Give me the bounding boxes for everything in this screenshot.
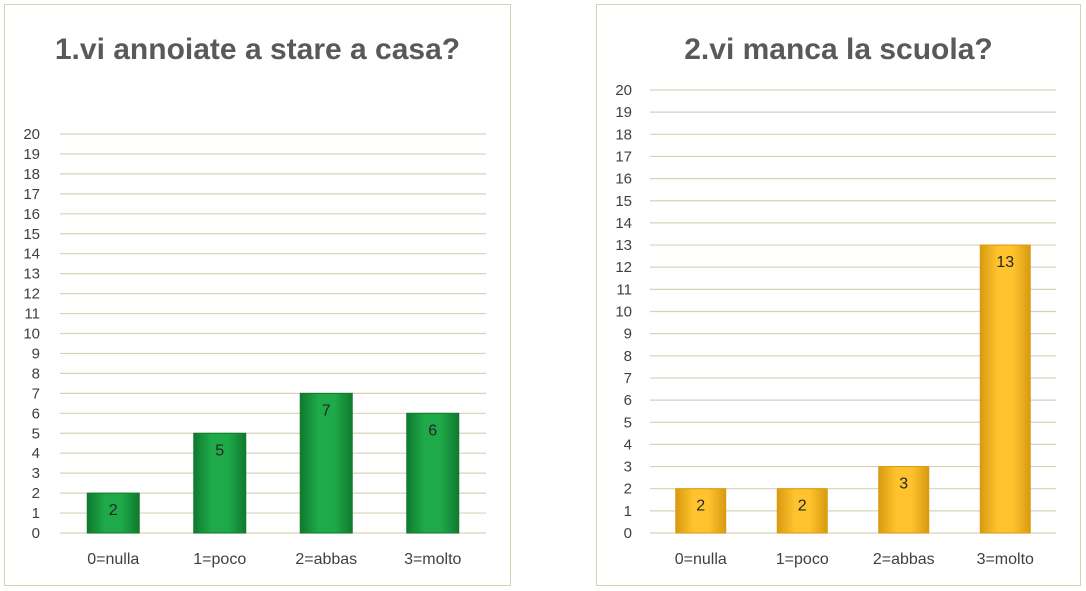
y-tick-label: 17: [615, 148, 632, 165]
y-tick-label: 15: [23, 226, 40, 243]
x-category-label: 0=nulla: [675, 551, 727, 568]
y-tick-label: 6: [624, 392, 632, 409]
y-tick-label: 18: [615, 126, 632, 143]
bar-3=molto: [979, 244, 1031, 534]
data-label: 2: [798, 498, 807, 515]
x-category-label: 1=poco: [776, 551, 829, 568]
chart-title: 2.vi manca la scuola?: [684, 33, 993, 66]
y-tick-label: 19: [615, 104, 632, 121]
x-category-label: 3=molto: [977, 551, 1034, 568]
y-tick-label: 3: [32, 465, 40, 482]
x-category-label: 3=molto: [404, 551, 461, 568]
bar-1=poco: [193, 432, 247, 534]
y-tick-label: 14: [23, 246, 40, 263]
x-category-label: 2=abbas: [873, 551, 935, 568]
y-tick-label: 9: [32, 345, 40, 362]
data-label: 2: [696, 498, 705, 515]
data-label: 7: [322, 402, 331, 419]
y-tick-label: 11: [24, 306, 40, 323]
bar-3=molto: [406, 412, 460, 534]
y-tick-label: 1: [624, 503, 632, 520]
y-tick-label: 4: [624, 436, 632, 453]
x-category-label: 2=abbas: [295, 551, 357, 568]
chart-2-marks: 0123456789101112131415161718192020=nulla…: [615, 82, 1056, 568]
chart-1-marks: 0123456789101112131415161718192020=nulla…: [23, 126, 486, 568]
y-tick-label: 7: [624, 370, 632, 387]
data-label: 2: [109, 502, 118, 519]
y-tick-label: 2: [624, 481, 632, 498]
y-tick-label: 19: [23, 146, 40, 163]
y-tick-label: 7: [32, 385, 40, 402]
y-tick-label: 16: [23, 206, 40, 223]
bar-2=abbas: [299, 392, 353, 534]
y-tick-label: 8: [624, 348, 632, 365]
y-tick-label: 15: [615, 193, 632, 210]
y-tick-label: 17: [23, 186, 40, 203]
bar-0=nulla: [675, 488, 727, 534]
x-category-label: 1=poco: [193, 551, 246, 568]
y-tick-label: 1: [32, 505, 40, 522]
y-tick-label: 13: [615, 237, 632, 254]
y-tick-label: 10: [615, 304, 632, 321]
data-label: 13: [996, 254, 1014, 271]
bar-1=poco: [776, 488, 828, 534]
y-tick-label: 16: [615, 171, 632, 188]
y-tick-label: 11: [616, 281, 632, 298]
data-label: 6: [428, 422, 437, 439]
y-tick-label: 18: [23, 166, 40, 183]
x-category-label: 0=nulla: [87, 551, 139, 568]
y-tick-label: 9: [624, 326, 632, 343]
y-tick-label: 20: [615, 82, 632, 99]
bar-0=nulla: [86, 492, 140, 534]
bar-2=abbas: [878, 466, 930, 534]
y-tick-label: 4: [32, 445, 40, 462]
y-tick-label: 10: [23, 326, 40, 343]
y-tick-label: 20: [23, 126, 40, 143]
y-tick-label: 12: [23, 286, 40, 303]
y-tick-label: 14: [615, 215, 632, 232]
y-tick-label: 2: [32, 485, 40, 502]
chart-title: 1.vi annoiate a stare a casa?: [54, 33, 461, 66]
y-tick-label: 13: [23, 266, 40, 283]
y-tick-label: 0: [624, 525, 632, 542]
y-tick-label: 6: [32, 405, 40, 422]
y-tick-label: 12: [615, 259, 632, 276]
data-label: 3: [899, 476, 908, 493]
y-tick-label: 5: [624, 414, 632, 431]
y-tick-label: 8: [32, 365, 40, 382]
y-tick-label: 5: [32, 425, 40, 442]
y-tick-label: 0: [32, 525, 40, 542]
y-tick-label: 3: [624, 459, 632, 476]
data-label: 5: [215, 442, 224, 459]
chart-panel-1: 1.vi annoiate a stare a casa?: [4, 4, 511, 586]
